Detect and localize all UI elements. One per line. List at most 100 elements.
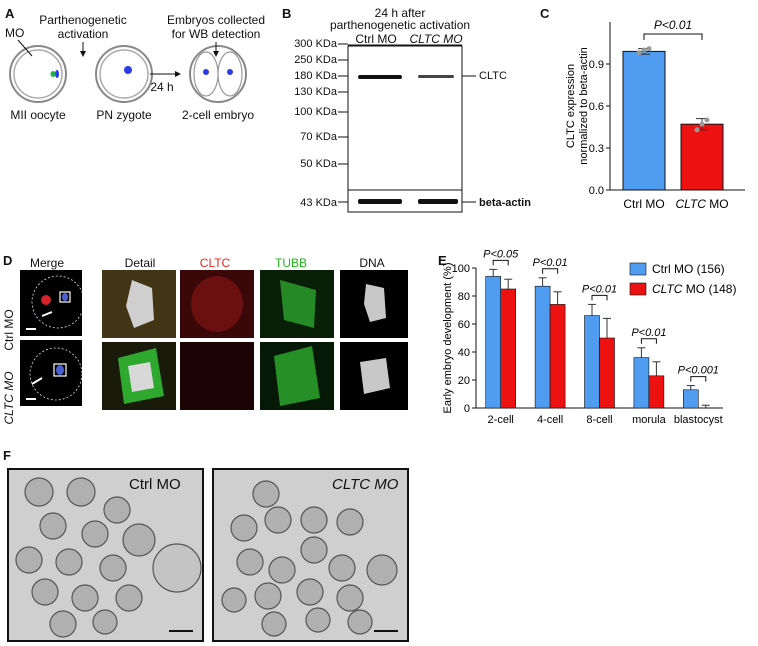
c-bar [680, 123, 724, 191]
tubb-kd-image [260, 342, 334, 410]
marker-100: 100 KDa [294, 106, 337, 118]
panel-label-c: C [540, 6, 550, 21]
photo-label-cltc: CLTC MO [332, 476, 399, 493]
col-merge: Merge [29, 256, 65, 270]
dna-kd-image [340, 342, 408, 410]
cltc-band-kd [418, 75, 454, 78]
c-y-label-line: normalized to beta-actin [578, 47, 590, 164]
band-label-cltc: CLTC [479, 70, 507, 82]
e-category-label: blastocyst [674, 414, 723, 426]
e-category-label: 2-cell [488, 414, 514, 426]
panel-label-f: F [3, 448, 11, 463]
stage-2cell: 2-cell embryo [181, 108, 255, 122]
c-sig-bracket [643, 33, 703, 40]
e-legend-rest: MO (148) [682, 282, 736, 296]
c-point [699, 121, 705, 127]
collected-label-2: for WB detection [171, 27, 261, 41]
cltc-embryo-photo: CLTC MO [212, 468, 409, 642]
c-y-label-line: CLTC expression [565, 64, 577, 148]
detail-cltc-image [102, 342, 176, 410]
actin-band-ctrl [358, 199, 402, 204]
e-bar [648, 375, 665, 409]
mo-pointer [17, 39, 33, 57]
c-point [694, 127, 700, 133]
e-legend-label: CLTC MO (148) [652, 282, 736, 296]
col-detail: Detail [124, 256, 156, 270]
e-bar [534, 285, 551, 409]
collected-label-1: Embryos collected [166, 13, 266, 27]
e-sig-bracket [591, 294, 608, 301]
marker-180: 180 KDa [294, 70, 337, 82]
e-sig-bracket [640, 338, 657, 344]
c-category-label: Ctrl MO [623, 197, 664, 211]
c-ytick-label: 0.3 [589, 143, 604, 155]
marker-70: 70 KDa [300, 131, 337, 143]
e-ytick-label: 40 [458, 347, 470, 359]
e-category-label: 8-cell [586, 414, 612, 426]
stage-pn: PN zygote [96, 108, 152, 122]
panel-label-b: B [282, 6, 292, 21]
e-pvalue: P<0.001 [678, 365, 719, 377]
detail-ctrl-image [102, 270, 176, 338]
western-blot [338, 43, 476, 213]
time-label: 24 h [150, 80, 174, 94]
e-sig-bracket [542, 268, 559, 274]
panel-label-d: D [3, 253, 13, 268]
cltc-kd-image [180, 342, 254, 410]
actin-band-kd [418, 199, 458, 204]
two-cell-embryo-icon [189, 45, 247, 103]
cltc-band-ctrl [358, 75, 402, 79]
e-pvalue: P<0.01 [631, 327, 666, 339]
marker-50: 50 KDa [300, 158, 337, 170]
e-bar [549, 304, 566, 409]
c-point [636, 50, 642, 56]
e-ytick-label: 60 [458, 319, 470, 331]
e-bar [500, 288, 517, 409]
c-ytick-label: 0.9 [589, 59, 604, 71]
c-pvalue: P<0.01 [654, 18, 692, 32]
panel-label-e: E [438, 253, 447, 268]
e-legend-swatch [629, 282, 647, 296]
lane-ctrl: Ctrl MO [355, 32, 397, 46]
e-legend-swatch [629, 262, 647, 276]
e-ytick-label: 0 [464, 403, 470, 415]
pn-zygote-icon [95, 45, 153, 103]
marker-130: 130 KDa [294, 86, 337, 98]
cltc-ctrl-image [180, 270, 254, 338]
e-bar [485, 276, 502, 409]
e-sig-bracket [492, 259, 509, 266]
col-tubb: TUBB [274, 256, 308, 270]
blot-header-1: 24 h after [374, 6, 426, 20]
mo-label: MO [5, 26, 25, 40]
activation-label-1: Parthenogenetic [39, 13, 127, 27]
lane-cltc: CLTC MO [409, 32, 463, 46]
dna-ctrl-image [340, 270, 408, 338]
col-dna: DNA [359, 256, 385, 270]
e-bar [599, 337, 615, 409]
c-ytick-label: 0.6 [589, 101, 604, 113]
e-pvalue: P<0.05 [483, 248, 519, 260]
c-cat-italic: CLTC [675, 197, 706, 211]
tubb-ctrl-image [260, 270, 334, 338]
mii-oocyte-icon [9, 45, 67, 103]
panel-a-schematic [9, 39, 247, 103]
e-legend-italic: CLTC [652, 282, 683, 296]
stage-mii: MII oocyte [10, 108, 66, 122]
blot-membrane [347, 45, 463, 197]
row-ctrl: Ctrl MO [2, 309, 16, 351]
e-bar [584, 315, 600, 409]
e-ytick-label: 100 [452, 263, 470, 275]
e-category-label: 4-cell [537, 414, 563, 426]
panel-label-a: A [5, 6, 15, 21]
c-point [646, 46, 652, 52]
e-bar [683, 389, 699, 409]
merge-ctrl-image [20, 270, 82, 336]
c-category-label: CLTC MO [675, 197, 728, 211]
e-pvalue: P<0.01 [582, 283, 617, 295]
col-cltc: CLTC [199, 256, 231, 270]
e-pvalue: P<0.01 [533, 257, 568, 269]
blot-header-2: parthenogenetic activation [329, 18, 471, 32]
activation-label-2: activation [57, 27, 109, 41]
e-legend-label: Ctrl MO (156) [652, 262, 725, 276]
